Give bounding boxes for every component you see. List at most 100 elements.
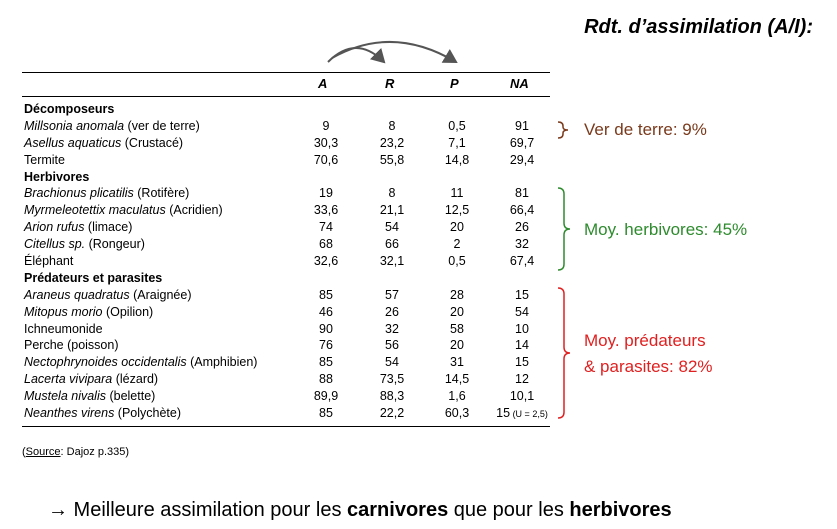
cell-value: 20: [450, 220, 464, 235]
cell-a: 74: [296, 219, 356, 236]
assimilation-table: Décomposeurs Millsonia anomala (ver de te…: [24, 101, 564, 422]
cell-a: 88: [296, 371, 356, 388]
cell-p: 20: [427, 304, 487, 321]
common-name: (limace): [84, 220, 133, 235]
source-citation: (Source: Dajoz p.335): [22, 446, 130, 458]
cell-na: 32: [492, 236, 552, 253]
cell-value: 11: [450, 186, 464, 201]
cell-na: 54: [492, 304, 552, 321]
cell-a: 85: [296, 405, 356, 422]
organism-name: Perche (poisson): [24, 338, 119, 352]
common-name: Éléphant: [24, 254, 74, 269]
cell-value: 66: [385, 237, 399, 252]
predators-annotation-line1: Moy. prédateurs: [584, 331, 706, 350]
species-name: Araneus quadratus: [24, 287, 130, 302]
cell-p: 14,5: [427, 371, 487, 388]
cell-value: 29,4: [509, 152, 535, 167]
cell-p: 2: [427, 236, 487, 253]
species-name: Mustela nivalis: [24, 389, 106, 404]
species-name: Arion rufus: [24, 220, 85, 235]
table-row: Asellus aquaticus (Crustacé) 30,3 23,2 7,1 6…: [24, 135, 564, 152]
cell-r: 73,5: [362, 371, 422, 388]
organism-name: Nectophrynoides occidentalis (Amphibien): [24, 355, 257, 369]
cell-r: 56: [362, 337, 422, 354]
table-row: Brachionus plicatilis (Rotifère) 19 8 11 81: [24, 185, 564, 202]
right-arrow-icon: →: [48, 499, 68, 521]
cell-value: 15: [515, 287, 529, 302]
cell-value: 0,5: [448, 254, 466, 269]
cell-r: 32,1: [362, 253, 422, 270]
cell-na: 66,4: [492, 202, 552, 219]
cell-note: (U = 2,5): [510, 409, 548, 420]
cell-value: 67,4: [509, 254, 535, 269]
col-header-r: R: [385, 76, 395, 91]
cell-r: 26: [362, 304, 422, 321]
cell-value: 54: [385, 220, 399, 235]
organism-name: Citellus sp. (Rongeur): [24, 237, 145, 251]
cell-p: 14,8: [427, 152, 487, 169]
predators-annotation-line2: & parasites: 82%: [584, 357, 713, 376]
cell-p: 20: [427, 219, 487, 236]
organism-name: Araneus quadratus (Araignée): [24, 288, 191, 302]
cell-value: 30,3: [313, 135, 339, 150]
cell-a: 90: [296, 321, 356, 338]
cell-value: 32,1: [379, 254, 405, 269]
cell-r: 88,3: [362, 388, 422, 405]
table-bottom-rule: [22, 426, 550, 427]
table-row: Araneus quadratus (Araignée) 85 57 28 15: [24, 287, 564, 304]
cell-r: 32: [362, 321, 422, 338]
cell-a: 19: [296, 185, 356, 202]
cell-value: 74: [319, 220, 333, 235]
cell-value: 8: [388, 186, 396, 201]
cell-na: 15: [492, 354, 552, 371]
source-text: : Dajoz p.335: [60, 446, 126, 458]
cell-r: 21,1: [362, 202, 422, 219]
common-name: Ichneumonide: [24, 321, 103, 336]
cell-value: 33,6: [313, 203, 339, 218]
cell-value: 23,2: [379, 135, 405, 150]
table-row: Ichneumonide 90 32 58 10: [24, 321, 564, 338]
cell-value: 0,5: [448, 118, 466, 133]
group-heading: Herbivores: [24, 169, 90, 184]
table-row: Perche (poisson) 76 56 20 14: [24, 337, 564, 354]
cell-p: 0,5: [427, 118, 487, 135]
organism-name: Arion rufus (limace): [24, 220, 132, 234]
cell-value: 32: [515, 237, 529, 252]
cell-value: 1,6: [448, 389, 466, 404]
source-link[interactable]: Source: [25, 446, 61, 458]
cell-a: 85: [296, 354, 356, 371]
common-name: Termite: [24, 152, 65, 167]
decomposers-annotation: Ver de terre: 9%: [584, 120, 707, 139]
cell-value: 20: [450, 338, 464, 353]
cell-value: 91: [515, 118, 529, 133]
cell-value: 73,5: [379, 372, 405, 387]
table-row: Termite 70,6 55,8 14,8 29,4: [24, 152, 564, 169]
table-row: Neanthes virens (Polychète) 85 22,2 60,3 15 …: [24, 405, 564, 422]
cell-na: 10: [492, 321, 552, 338]
table-row: Éléphant 32,6 32,1 0,5 67,4: [24, 253, 564, 270]
herbivores-brace: [557, 187, 571, 271]
cell-value: 32,6: [313, 254, 339, 269]
table-header-rule: [22, 96, 550, 97]
cell-na: 15 (U = 2,5): [472, 405, 572, 423]
common-name: (belette): [105, 389, 156, 404]
common-name: (Opilion): [102, 304, 154, 319]
cell-p: 11: [427, 185, 487, 202]
cell-value: 8: [388, 118, 396, 133]
organism-name: Mustela nivalis (belette): [24, 389, 155, 403]
cell-value: 88,3: [379, 389, 405, 404]
cell-r: 54: [362, 219, 422, 236]
cell-value: 14,5: [444, 372, 470, 387]
common-name: (ver de terre): [124, 118, 200, 133]
species-name: Asellus aquaticus: [24, 135, 122, 150]
cell-value: 46: [319, 304, 333, 319]
species-name: Nectophrynoides occidentalis: [24, 355, 187, 370]
common-name: (Araignée): [129, 287, 192, 302]
cell-p: 7,1: [427, 135, 487, 152]
conclusion-text: → Meilleure assimilation pour les carniv…: [48, 499, 672, 521]
flow-arrows: [327, 41, 458, 64]
cell-r: 54: [362, 354, 422, 371]
cell-r: 23,2: [362, 135, 422, 152]
cell-value: 26: [385, 304, 399, 319]
cell-value: 10: [515, 321, 529, 336]
